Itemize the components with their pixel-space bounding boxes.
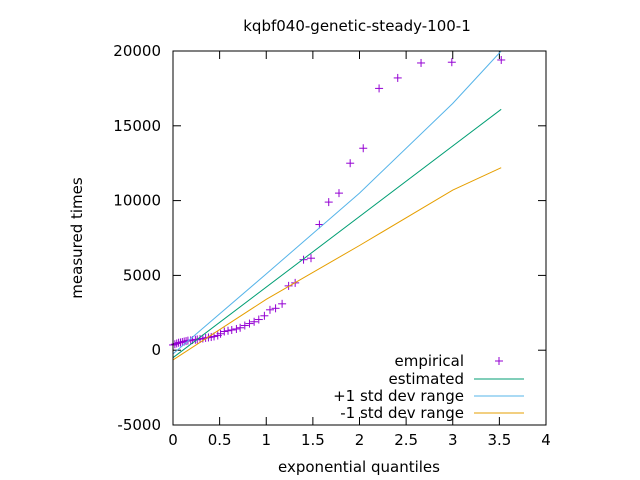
- data-point: [220, 327, 229, 336]
- y-tick-label: -5000: [117, 416, 161, 434]
- data-point: [417, 58, 426, 67]
- data-point: [172, 339, 181, 348]
- series-line-1: [172, 108, 502, 359]
- y-axis-label: measured times: [68, 177, 86, 299]
- series-layer: [169, 50, 506, 361]
- series-line-2: [172, 50, 502, 355]
- data-point: [299, 255, 308, 264]
- chart-title: kqbf040-genetic-steady-100-1: [243, 17, 471, 35]
- data-point: [278, 299, 287, 308]
- data-point: [260, 311, 269, 320]
- x-tick-label: 0.5: [208, 431, 232, 449]
- y-tick-label: 20000: [113, 42, 161, 60]
- series-line-3: [172, 167, 502, 361]
- x-tick-label: 2: [355, 431, 365, 449]
- data-point: [324, 198, 333, 207]
- x-tick-label: 3.5: [487, 431, 511, 449]
- data-point: [497, 55, 506, 64]
- legend-label: empirical: [395, 352, 464, 370]
- x-tick-label: 1.5: [301, 431, 325, 449]
- plot-border: [172, 50, 547, 426]
- data-point: [334, 189, 343, 198]
- data-point: [271, 304, 280, 313]
- x-tick-label: 2.5: [394, 431, 418, 449]
- data-point: [254, 315, 263, 324]
- data-point: [346, 159, 355, 168]
- data-point: [232, 324, 241, 333]
- data-point: [265, 305, 274, 314]
- legend-label: +1 std dev range: [333, 387, 464, 405]
- legend-label: -1 std dev range: [340, 404, 464, 422]
- data-point: [447, 58, 456, 67]
- data-point: [375, 84, 384, 93]
- y-tick-label: 0: [151, 341, 161, 359]
- x-axis-label: exponential quantiles: [278, 458, 440, 476]
- axis-ticks: 0 0.5 1 1.5 2 2.5 3 3.5 4 -5000 0 5000 10000 15000 200…: [113, 42, 550, 449]
- legend-swatch: [495, 357, 503, 365]
- y-tick-label: 10000: [113, 192, 161, 210]
- data-point: [227, 326, 236, 335]
- y-tick-label: 15000: [113, 117, 161, 135]
- data-point: [224, 326, 233, 335]
- data-point: [250, 317, 259, 326]
- data-point: [240, 321, 249, 330]
- data-point: [393, 73, 402, 82]
- data-point: [170, 340, 179, 349]
- data-point: [245, 319, 254, 328]
- data-point: [307, 254, 316, 263]
- data-point: [236, 323, 245, 332]
- x-tick-label: 0: [168, 431, 178, 449]
- legend-label: estimated: [388, 370, 464, 388]
- data-point: [359, 144, 368, 153]
- x-tick-label: 3: [448, 431, 458, 449]
- x-tick-label: 4: [541, 431, 551, 449]
- x-tick-label: 1: [261, 431, 271, 449]
- y-tick-label: 5000: [123, 266, 161, 284]
